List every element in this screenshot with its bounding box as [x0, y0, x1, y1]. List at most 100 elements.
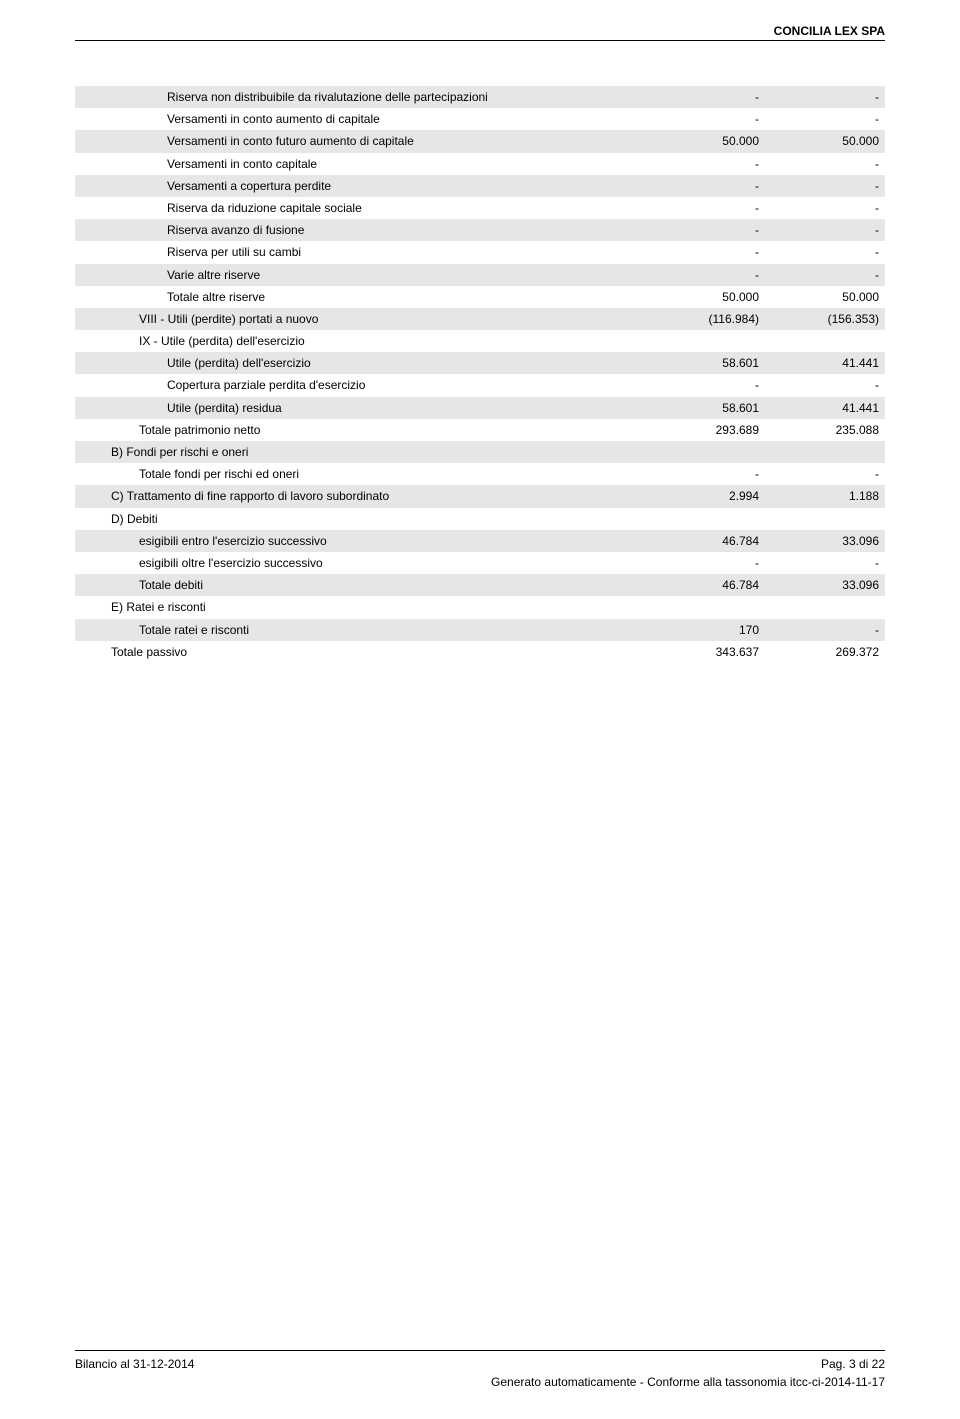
row-label: Varie altre riserve [75, 264, 645, 286]
table-row: Totale debiti46.78433.096 [75, 574, 885, 596]
row-value-2: 1.188 [765, 485, 885, 507]
footer-left: Bilancio al 31-12-2014 [75, 1357, 194, 1371]
row-label: Totale altre riserve [75, 286, 645, 308]
table-row: VIII - Utili (perdite) portati a nuovo(1… [75, 308, 885, 330]
row-value-1: - [645, 175, 765, 197]
table-row: esigibili oltre l'esercizio successivo-- [75, 552, 885, 574]
row-label: C) Trattamento di fine rapporto di lavor… [75, 485, 645, 507]
row-value-2: 269.372 [765, 641, 885, 663]
row-label: Totale fondi per rischi ed oneri [75, 463, 645, 485]
row-value-2: 41.441 [765, 397, 885, 419]
row-label: Totale passivo [75, 641, 645, 663]
table-row: Riserva avanzo di fusione-- [75, 219, 885, 241]
table-row: C) Trattamento di fine rapporto di lavor… [75, 485, 885, 507]
row-value-1 [645, 596, 765, 618]
row-label: Riserva avanzo di fusione [75, 219, 645, 241]
row-value-2: - [765, 197, 885, 219]
header-company: CONCILIA LEX SPA [774, 24, 885, 38]
footer-sub: Generato automaticamente - Conforme alla… [75, 1375, 885, 1389]
table-row: Versamenti in conto futuro aumento di ca… [75, 130, 885, 152]
row-label: Totale patrimonio netto [75, 419, 645, 441]
row-label: D) Debiti [75, 508, 645, 530]
footer-row: Bilancio al 31-12-2014 Pag. 3 di 22 [75, 1357, 885, 1371]
table-row: Totale patrimonio netto293.689235.088 [75, 419, 885, 441]
row-value-1: 58.601 [645, 397, 765, 419]
row-value-2: - [765, 175, 885, 197]
footer: Bilancio al 31-12-2014 Pag. 3 di 22 Gene… [75, 1350, 885, 1389]
row-label: IX - Utile (perdita) dell'esercizio [75, 330, 645, 352]
table-row: Riserva da riduzione capitale sociale-- [75, 197, 885, 219]
row-label: B) Fondi per rischi e oneri [75, 441, 645, 463]
row-label: Totale debiti [75, 574, 645, 596]
row-value-1: 58.601 [645, 352, 765, 374]
header-rule [75, 40, 885, 41]
row-value-1: 170 [645, 619, 765, 641]
row-value-1: 343.637 [645, 641, 765, 663]
row-value-1: 46.784 [645, 530, 765, 552]
row-label: Riserva non distribuibile da rivalutazio… [75, 86, 645, 108]
row-label: Versamenti a copertura perdite [75, 175, 645, 197]
table-row: Versamenti a copertura perdite-- [75, 175, 885, 197]
row-value-1: - [645, 219, 765, 241]
row-value-1: (116.984) [645, 308, 765, 330]
table-row: B) Fondi per rischi e oneri [75, 441, 885, 463]
row-value-2: - [765, 264, 885, 286]
row-value-1: 46.784 [645, 574, 765, 596]
row-label: Utile (perdita) dell'esercizio [75, 352, 645, 374]
row-value-1 [645, 508, 765, 530]
row-label: Utile (perdita) residua [75, 397, 645, 419]
row-value-2 [765, 330, 885, 352]
row-value-1: 293.689 [645, 419, 765, 441]
table-row: Utile (perdita) residua58.60141.441 [75, 397, 885, 419]
row-value-1: - [645, 463, 765, 485]
row-value-1 [645, 330, 765, 352]
footer-rule [75, 1350, 885, 1351]
table-row: Copertura parziale perdita d'esercizio-- [75, 374, 885, 396]
row-value-2: 235.088 [765, 419, 885, 441]
row-value-2: - [765, 86, 885, 108]
row-label: E) Ratei e risconti [75, 596, 645, 618]
row-value-1: - [645, 552, 765, 574]
row-label: esigibili oltre l'esercizio successivo [75, 552, 645, 574]
table-row: Totale passivo343.637269.372 [75, 641, 885, 663]
row-value-2 [765, 441, 885, 463]
row-value-2: 41.441 [765, 352, 885, 374]
table-row: IX - Utile (perdita) dell'esercizio [75, 330, 885, 352]
row-value-1: - [645, 241, 765, 263]
row-value-1: - [645, 86, 765, 108]
row-value-2: - [765, 463, 885, 485]
page: CONCILIA LEX SPA Riserva non distribuibi… [0, 0, 960, 1419]
row-value-2: 50.000 [765, 130, 885, 152]
table-row: Totale fondi per rischi ed oneri-- [75, 463, 885, 485]
row-value-1: 2.994 [645, 485, 765, 507]
table-row: D) Debiti [75, 508, 885, 530]
row-value-1: - [645, 197, 765, 219]
row-value-2: 33.096 [765, 574, 885, 596]
table-row: esigibili entro l'esercizio successivo46… [75, 530, 885, 552]
row-value-2: - [765, 219, 885, 241]
row-value-2: - [765, 241, 885, 263]
row-value-1: - [645, 153, 765, 175]
row-label: Riserva da riduzione capitale sociale [75, 197, 645, 219]
row-value-1: 50.000 [645, 130, 765, 152]
row-value-2: - [765, 552, 885, 574]
row-value-1: - [645, 108, 765, 130]
row-label: Copertura parziale perdita d'esercizio [75, 374, 645, 396]
row-label: Versamenti in conto futuro aumento di ca… [75, 130, 645, 152]
row-value-2: (156.353) [765, 308, 885, 330]
table-row: Riserva non distribuibile da rivalutazio… [75, 86, 885, 108]
row-value-2: 33.096 [765, 530, 885, 552]
row-value-1 [645, 441, 765, 463]
row-label: Versamenti in conto aumento di capitale [75, 108, 645, 130]
table-row: Utile (perdita) dell'esercizio58.60141.4… [75, 352, 885, 374]
row-value-2: - [765, 108, 885, 130]
row-value-1: - [645, 374, 765, 396]
row-label: Versamenti in conto capitale [75, 153, 645, 175]
row-value-2 [765, 508, 885, 530]
row-value-2 [765, 596, 885, 618]
content-area: Riserva non distribuibile da rivalutazio… [75, 86, 885, 663]
table-row: Varie altre riserve-- [75, 264, 885, 286]
row-value-2: - [765, 153, 885, 175]
table-row: Totale ratei e risconti170- [75, 619, 885, 641]
row-label: Totale ratei e risconti [75, 619, 645, 641]
